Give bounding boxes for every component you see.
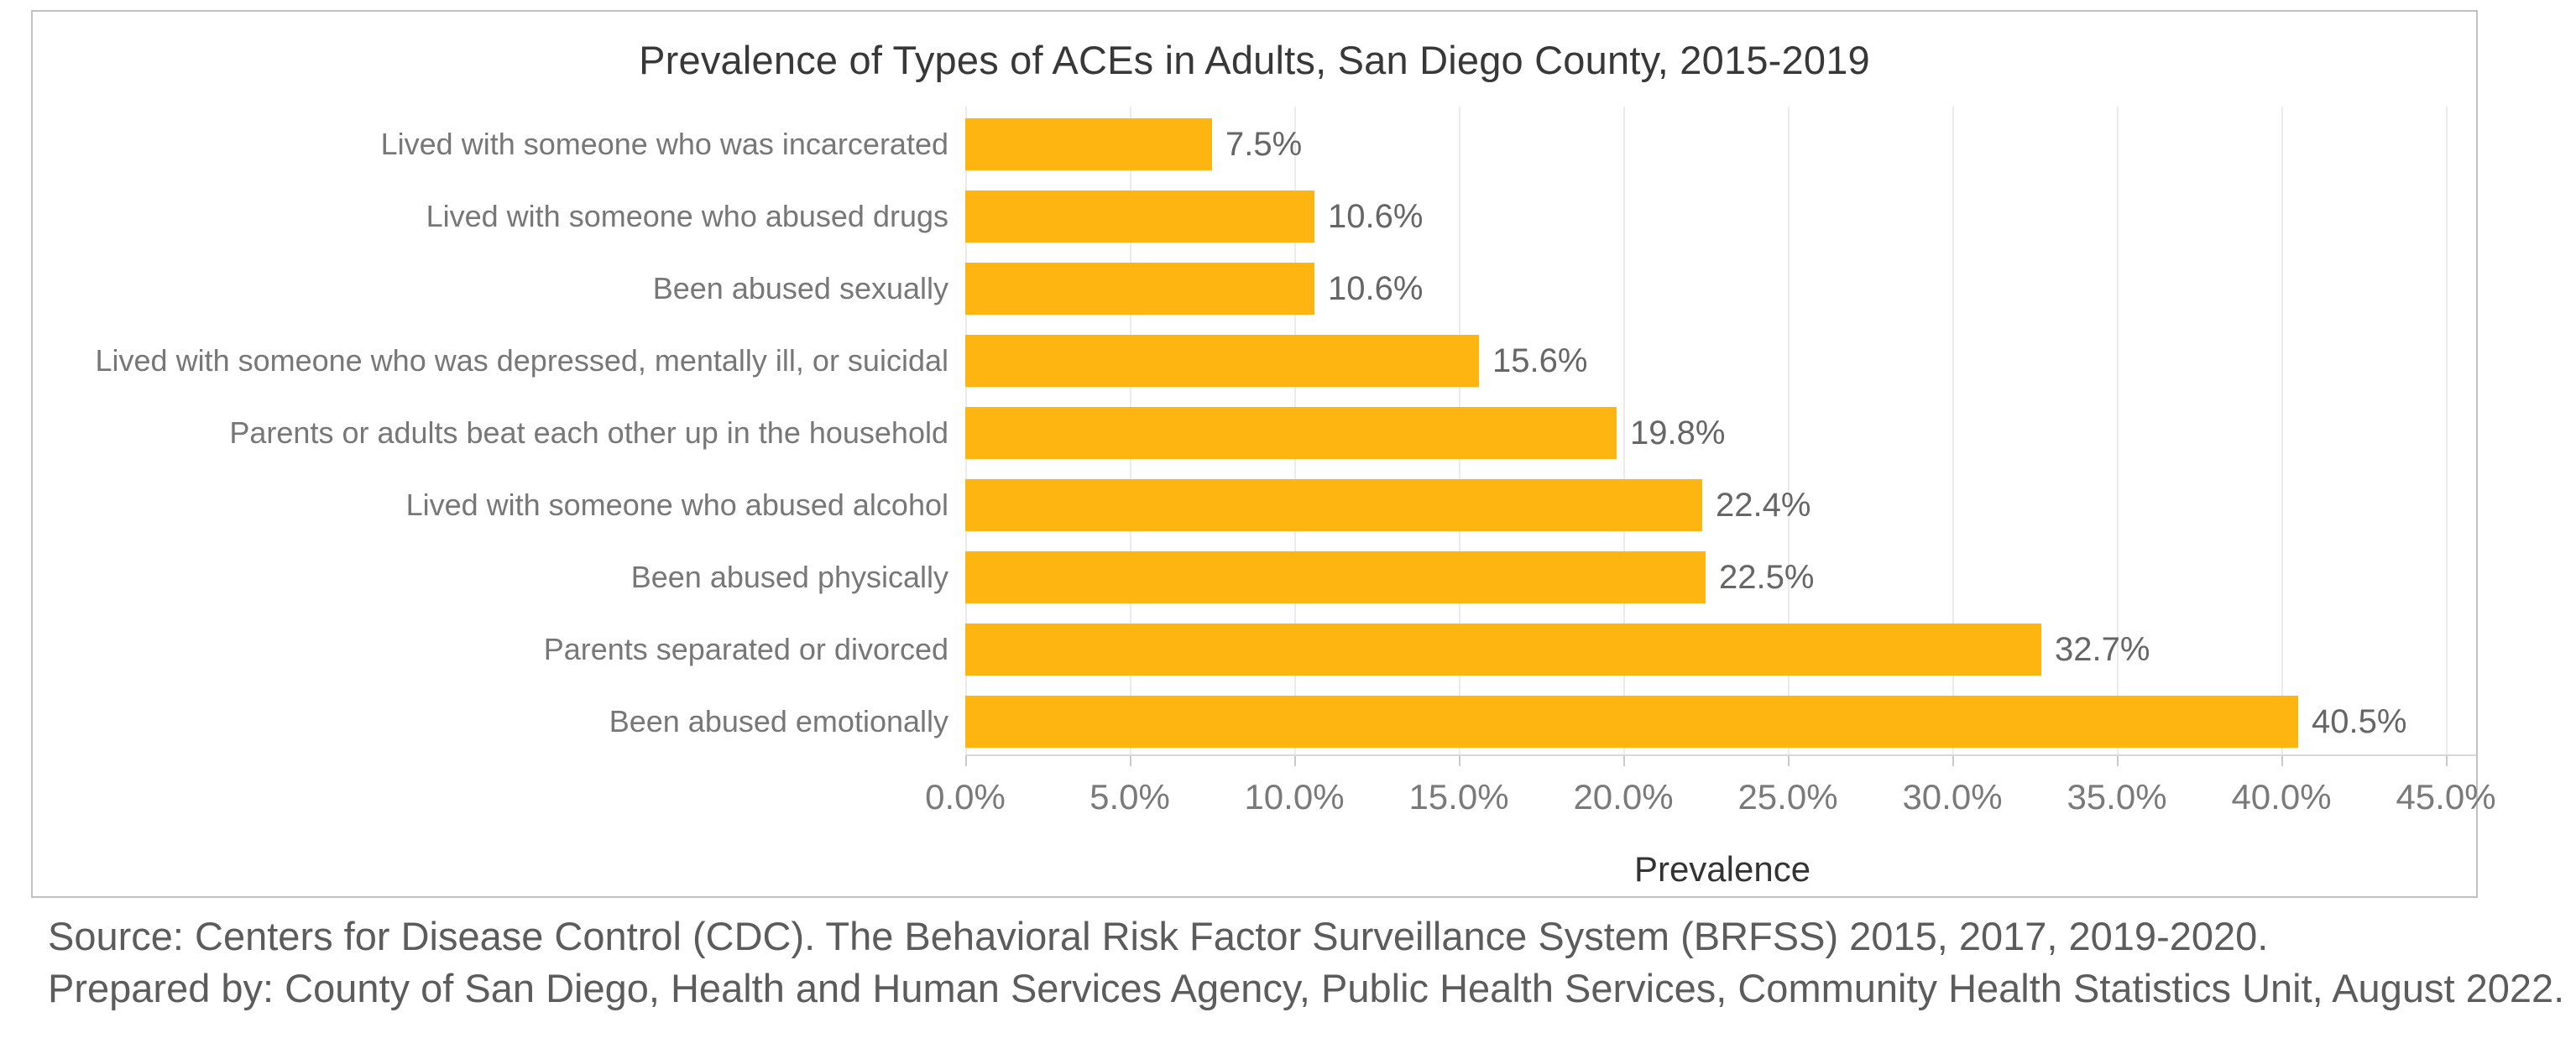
axis-tick xyxy=(965,754,967,766)
bar[interactable] xyxy=(965,118,1212,170)
value-label: 22.5% xyxy=(1719,559,1815,596)
axis-tick xyxy=(1623,754,1625,766)
bar[interactable] xyxy=(965,624,2041,676)
axis-tick-label: 15.0% xyxy=(1408,777,1509,817)
value-label: 7.5% xyxy=(1225,126,1303,163)
category-label: Lived with someone who abused drugs xyxy=(426,199,948,233)
axis-tick xyxy=(1952,754,1954,766)
category-label: Been abused physically xyxy=(630,560,948,594)
x-axis-line xyxy=(965,754,2476,756)
prepared-by-text: Prepared by: County of San Diego, Health… xyxy=(48,966,2565,1010)
category-label: Parents separated or divorced xyxy=(543,632,948,666)
bar[interactable] xyxy=(965,551,1706,603)
value-label: 40.5% xyxy=(2312,703,2407,740)
chart-container: Prevalence of Types of ACEs in Adults, S… xyxy=(31,10,2496,898)
axis-tick xyxy=(2446,754,2448,766)
category-label: Lived with someone who was incarcerated xyxy=(380,127,948,161)
axis-tick-label: 30.0% xyxy=(1902,777,2003,817)
gridline xyxy=(2446,107,2448,754)
chart-title: Prevalence of Types of ACEs in Adults, S… xyxy=(639,38,1870,82)
x-axis-title: Prevalence xyxy=(1633,849,1811,889)
axis-tick-label: 10.0% xyxy=(1244,777,1345,817)
axis-tick-label: 45.0% xyxy=(2396,777,2496,817)
axis-tick-label: 35.0% xyxy=(2067,777,2167,817)
category-label: Lived with someone who abused alcohol xyxy=(405,488,948,522)
bar[interactable] xyxy=(965,263,1314,315)
axis-tick xyxy=(1294,754,1296,766)
axis-tick-label: 40.0% xyxy=(2231,777,2332,817)
value-label: 22.4% xyxy=(1716,487,1811,524)
bar[interactable] xyxy=(965,696,2298,748)
axis-tick-label: 20.0% xyxy=(1573,777,1674,817)
value-label: 10.6% xyxy=(1328,198,1424,235)
bar[interactable] xyxy=(965,335,1479,387)
value-label: 10.6% xyxy=(1328,270,1424,307)
value-label: 32.7% xyxy=(2055,631,2150,668)
source-text: Source: Centers for Disease Control (CDC… xyxy=(48,914,2269,958)
value-label: 19.8% xyxy=(1630,415,1726,451)
category-label: Parents or adults beat each other up in … xyxy=(229,415,948,450)
value-label: 15.6% xyxy=(1492,342,1588,379)
category-label: Been abused emotionally xyxy=(609,704,948,738)
gridline xyxy=(2281,107,2283,754)
category-label: Been abused sexually xyxy=(652,271,948,305)
gridline xyxy=(1952,107,1954,754)
category-label: Lived with someone who was depressed, me… xyxy=(95,343,949,378)
gridline xyxy=(1623,107,1625,754)
axis-tick xyxy=(1459,754,1460,766)
bar[interactable] xyxy=(965,479,1702,531)
gridline xyxy=(2117,107,2119,754)
axis-tick xyxy=(2281,754,2283,766)
axis-tick xyxy=(2117,754,2119,766)
axis-tick-label: 5.0% xyxy=(1089,777,1170,817)
plot-area: 0.0% 5.0% 10.0% 15.0% 20.0% 25.0% 30.0% 35.0% 40… xyxy=(33,12,2496,896)
bar[interactable] xyxy=(965,407,1617,459)
gridline xyxy=(1788,107,1790,754)
axis-tick xyxy=(1130,754,1131,766)
bar[interactable] xyxy=(965,190,1314,243)
axis-tick xyxy=(1788,754,1790,766)
axis-tick-label: 0.0% xyxy=(925,777,1006,817)
axis-tick-label: 25.0% xyxy=(1737,777,1838,817)
